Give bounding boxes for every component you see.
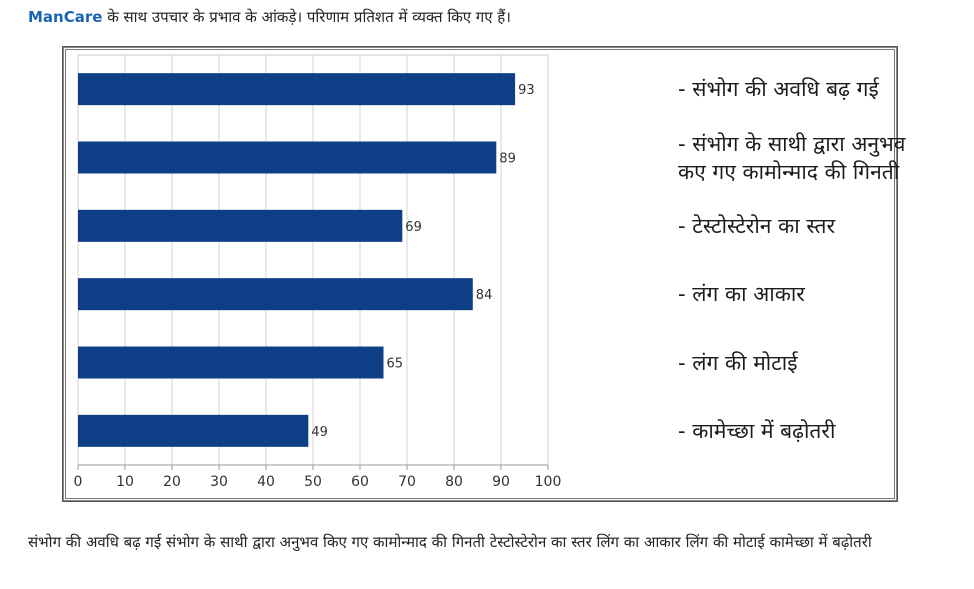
category-labels: - संभोग की अवधि बढ़ गई - संभोग के साथी द्…: [678, 47, 958, 547]
x-tick-label: 10: [116, 474, 134, 490]
category-label: - टेस्टोस्टेरोन का स्तर: [678, 213, 836, 238]
x-tick-label: 40: [257, 474, 275, 490]
bar: [78, 346, 384, 379]
bar: [78, 73, 516, 106]
brand-name: ManCare: [28, 8, 103, 26]
x-tick-label: 30: [210, 474, 228, 490]
caption-text: के साथ उपचार के प्रभाव के आंकड़े। परिणाम…: [102, 8, 511, 26]
x-tick-label: 50: [304, 474, 322, 490]
bar-value-label: 89: [499, 152, 516, 167]
category-label: - संभोग की अवधि बढ़ गई: [678, 77, 879, 102]
x-tick-label: 80: [445, 474, 463, 490]
bar: [78, 141, 497, 174]
bar-value-label: 69: [405, 220, 422, 235]
bar: [78, 278, 473, 311]
bar: [78, 414, 309, 447]
x-tick-label: 70: [398, 474, 416, 490]
category-label: - लंग का आकार: [678, 282, 805, 307]
x-tick-label: 20: [163, 474, 181, 490]
bar: [78, 209, 403, 242]
category-label: - लंग की मोटाई: [678, 350, 798, 375]
category-label: - संभोग के साथी द्वारा अनुभव कए गए कामोन…: [678, 131, 906, 184]
x-tick-label: 90: [492, 474, 510, 490]
category-label: - कामेच्छा में बढ़ोतरी: [678, 418, 836, 443]
bar-chart: 0 10 20 30 40 50 60 70 80 90 100 93 89 69 84 65 49: [74, 54, 562, 490]
chart-figure: 0 10 20 30 40 50 60 70 80 90 100 93 89 69 84 65 49 - संभ…: [62, 46, 905, 502]
bar-value-label: 49: [311, 425, 328, 440]
bar-value-label: 93: [518, 83, 535, 98]
x-tick-label: 0: [74, 474, 83, 490]
bar-value-label: 65: [387, 357, 404, 372]
x-tick-label: 100: [535, 474, 562, 490]
x-tick-label: 60: [351, 474, 369, 490]
bar-value-label: 84: [476, 288, 493, 303]
footer-text: संभोग की अवधि बढ़ गई संभोग के साथी द्वार…: [28, 533, 872, 551]
chart-caption: ManCare के साथ उपचार के प्रभाव के आंकड़े…: [28, 6, 958, 28]
